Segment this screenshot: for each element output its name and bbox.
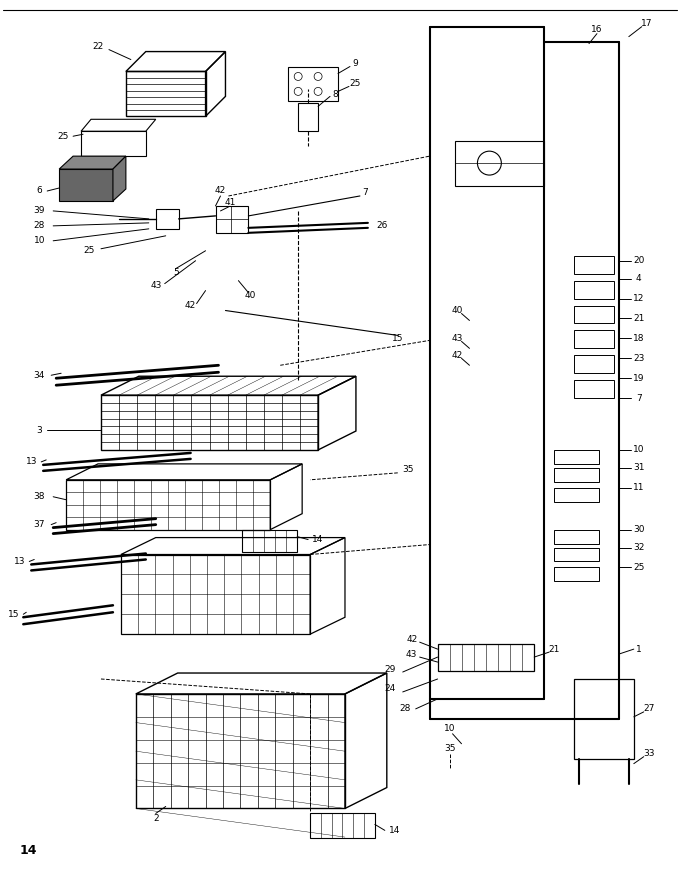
Text: 20: 20 [633, 256, 645, 265]
Text: 15: 15 [7, 610, 19, 619]
Text: 19: 19 [633, 374, 645, 382]
Text: 5: 5 [173, 269, 179, 277]
Text: 16: 16 [591, 25, 602, 34]
Text: 42: 42 [185, 301, 197, 310]
Text: 28: 28 [399, 705, 411, 713]
Text: 13: 13 [26, 457, 37, 467]
Text: 38: 38 [33, 492, 45, 501]
Text: 40: 40 [245, 291, 256, 300]
Text: 10: 10 [33, 236, 45, 245]
Text: 25: 25 [84, 246, 95, 255]
Text: 43: 43 [452, 334, 463, 343]
Text: 42: 42 [452, 351, 463, 360]
Circle shape [314, 88, 322, 96]
Text: 14: 14 [389, 826, 401, 835]
Text: 10: 10 [633, 446, 645, 454]
Text: 42: 42 [215, 187, 226, 196]
Text: 10: 10 [444, 724, 456, 733]
Text: 30: 30 [633, 525, 645, 534]
Text: 15: 15 [392, 334, 403, 343]
Text: 25: 25 [350, 79, 360, 88]
Text: 14: 14 [312, 535, 324, 544]
Text: 12: 12 [633, 294, 645, 303]
Text: 33: 33 [643, 749, 654, 758]
Text: 35: 35 [402, 466, 413, 474]
Text: 2: 2 [153, 814, 158, 823]
Text: 7: 7 [636, 394, 642, 402]
Text: 23: 23 [633, 354, 645, 363]
Text: 32: 32 [633, 543, 645, 552]
Text: 8: 8 [332, 90, 338, 99]
Text: 9: 9 [352, 59, 358, 68]
Text: 21: 21 [549, 645, 560, 653]
Text: 37: 37 [33, 521, 45, 529]
Circle shape [314, 72, 322, 81]
Text: 21: 21 [633, 314, 645, 323]
Text: 25: 25 [57, 132, 69, 141]
Text: 40: 40 [452, 306, 463, 315]
Text: 25: 25 [633, 563, 645, 572]
Text: 6: 6 [36, 187, 42, 196]
Text: 1: 1 [636, 645, 642, 653]
Text: 28: 28 [33, 222, 45, 230]
Text: 27: 27 [643, 705, 654, 713]
Text: 41: 41 [225, 198, 236, 208]
Text: 29: 29 [384, 665, 396, 673]
Text: 35: 35 [444, 744, 456, 753]
Text: 11: 11 [633, 483, 645, 492]
Polygon shape [59, 169, 113, 201]
Text: 3: 3 [36, 426, 42, 434]
Text: 14: 14 [19, 844, 37, 857]
Text: 24: 24 [384, 685, 396, 693]
Text: 31: 31 [633, 463, 645, 473]
Text: 39: 39 [33, 207, 45, 216]
Text: 42: 42 [406, 634, 418, 644]
Text: 22: 22 [92, 42, 103, 51]
Text: 43: 43 [406, 650, 418, 659]
Circle shape [294, 72, 302, 81]
Text: 34: 34 [33, 371, 45, 380]
Text: 7: 7 [362, 189, 368, 197]
Text: 43: 43 [150, 281, 161, 290]
Text: 26: 26 [376, 222, 388, 230]
Text: 4: 4 [636, 274, 642, 283]
Circle shape [294, 88, 302, 96]
Text: 17: 17 [641, 19, 653, 28]
Polygon shape [59, 156, 126, 169]
Text: 18: 18 [633, 334, 645, 343]
Text: 13: 13 [14, 557, 25, 566]
Polygon shape [113, 156, 126, 201]
